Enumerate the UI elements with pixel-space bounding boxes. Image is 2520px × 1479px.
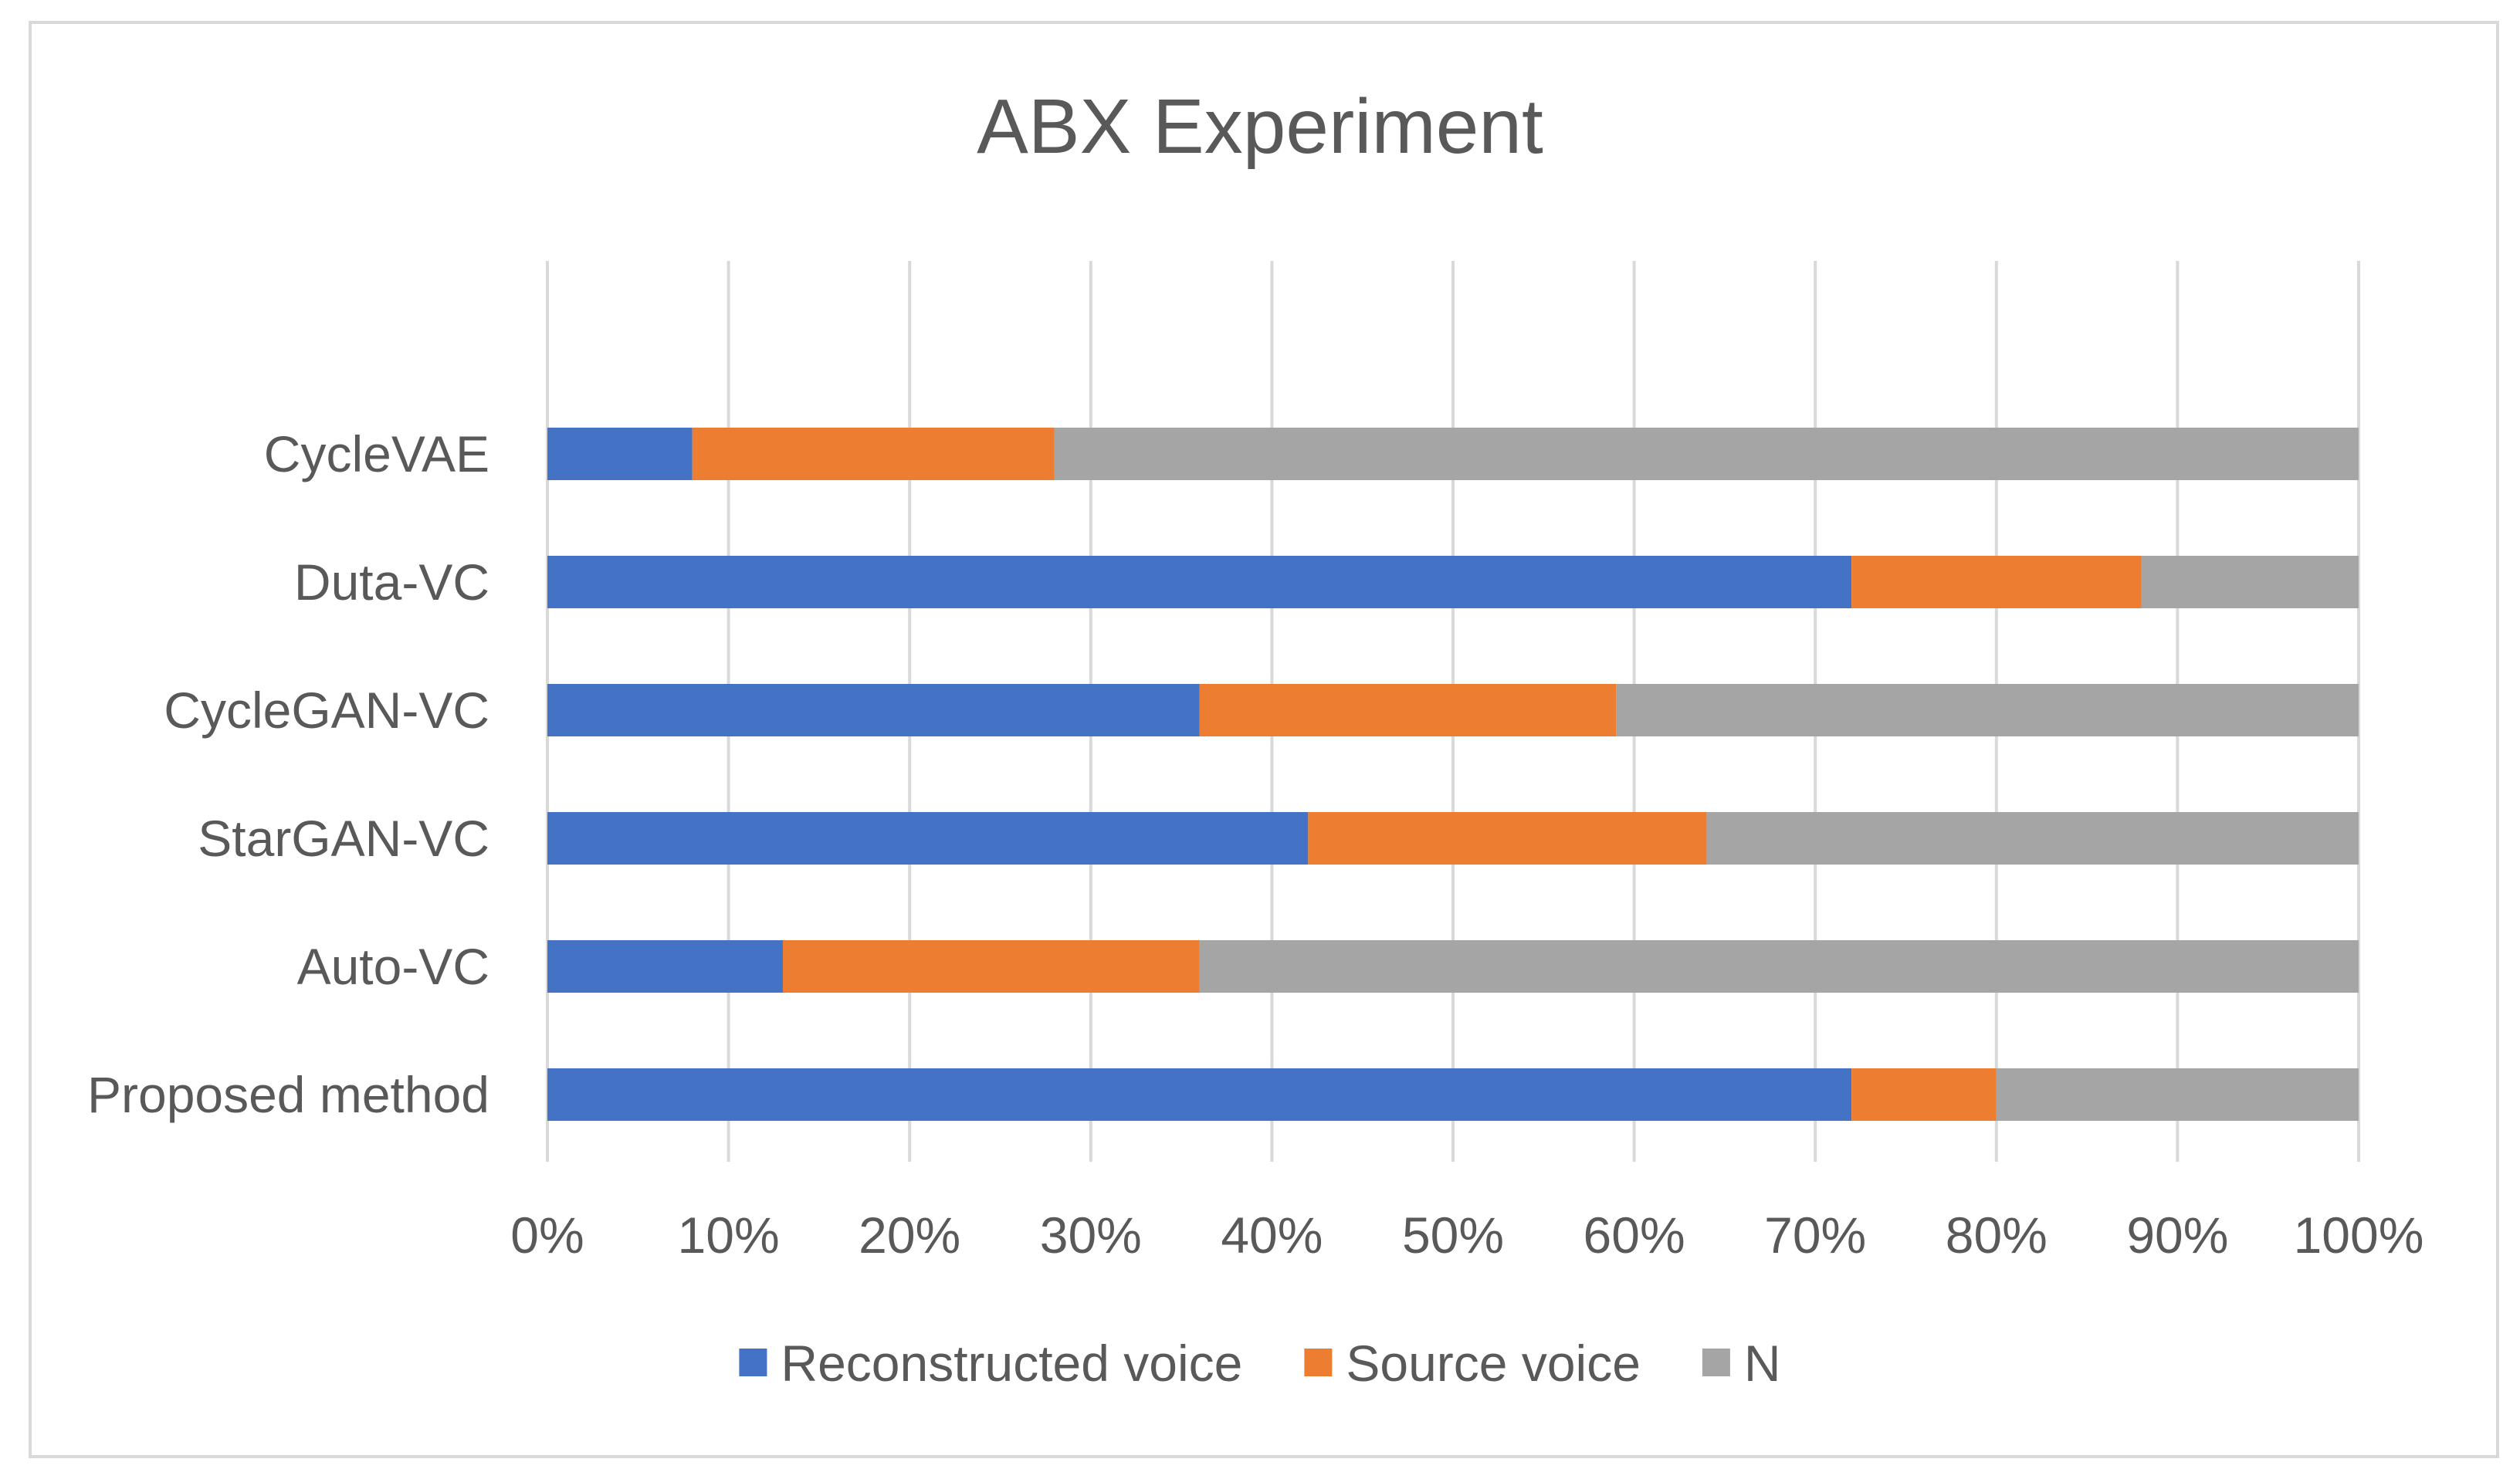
chart-title: ABX Experiment <box>977 83 1543 170</box>
x-tick-label: 90% <box>2126 1207 2228 1264</box>
category-label: CycleGAN-VC <box>164 682 489 739</box>
legend-swatch <box>739 1349 767 1376</box>
bar-segment <box>547 684 1200 736</box>
bar-segment <box>1616 684 2359 736</box>
bar-segment <box>547 556 1852 608</box>
legend: Reconstructed voice Source voice N <box>739 1335 1781 1392</box>
category-label: CycleVAE <box>264 425 489 482</box>
bar-segment <box>1851 1068 1997 1121</box>
category-label: Auto-VC <box>297 938 489 995</box>
category-axis-labels: Proposed method Auto-VC StarGAN-VC CycleGAN… <box>87 425 489 1123</box>
x-tick-label: 50% <box>1402 1207 1504 1264</box>
x-tick-label: 10% <box>678 1207 780 1264</box>
x-tick-label: 100% <box>2294 1207 2424 1264</box>
bar-segment <box>1054 428 2359 480</box>
legend-swatch <box>1304 1349 1333 1376</box>
bar-segment <box>2141 556 2359 608</box>
bar-segment <box>1706 812 2359 865</box>
bar-segment <box>547 1068 1852 1121</box>
x-tick-label: 30% <box>1040 1207 1142 1264</box>
bar-segment <box>1308 812 1707 865</box>
bar-segment <box>692 428 1055 480</box>
bar-segment <box>1199 940 2359 993</box>
bar-segment <box>1996 1068 2359 1121</box>
bar-segment <box>547 940 783 993</box>
category-label: StarGAN-VC <box>198 810 489 867</box>
x-tick-label: 0% <box>510 1207 584 1264</box>
bar-segment <box>1851 556 2142 608</box>
x-tick-label: 70% <box>1764 1207 1866 1264</box>
bar-segment <box>547 812 1309 865</box>
value-axis-labels: 0% 10% 20% 30% 40% 50% 60% 70% 80% 90% 100% <box>510 1207 2423 1264</box>
x-tick-label: 40% <box>1221 1207 1323 1264</box>
legend-label: Source voice <box>1346 1335 1641 1392</box>
x-tick-label: 20% <box>859 1207 960 1264</box>
legend-label: Reconstructed voice <box>781 1335 1242 1392</box>
legend-label: N <box>1744 1335 1781 1392</box>
category-label: Duta-VC <box>294 553 489 611</box>
x-tick-label: 80% <box>1946 1207 2048 1264</box>
bar-segment <box>782 940 1200 993</box>
chart-area <box>29 21 2499 1458</box>
legend-swatch <box>1702 1349 1730 1376</box>
bar-segment <box>547 428 693 480</box>
category-label: Proposed method <box>87 1066 489 1123</box>
bar-segment <box>1199 684 1617 736</box>
x-tick-label: 60% <box>1583 1207 1685 1264</box>
bars <box>547 428 2359 1121</box>
